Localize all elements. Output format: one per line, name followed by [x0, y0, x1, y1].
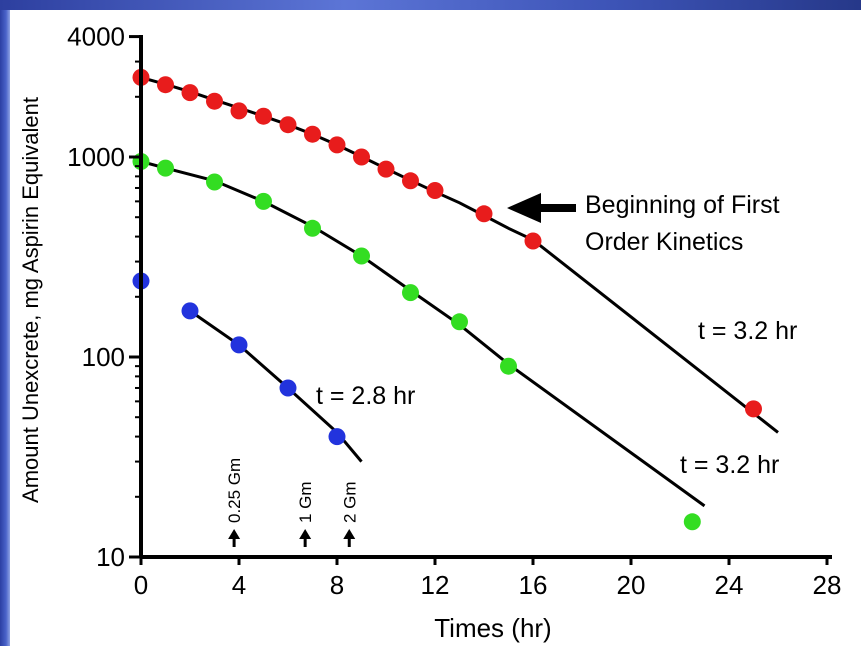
data-point-series-0 [353, 148, 370, 166]
x-tick-label: 4 [232, 570, 246, 600]
x-tick-label: 16 [519, 570, 548, 600]
half-life-blue: t = 2.8 hr [316, 382, 415, 410]
data-point-series-0 [304, 125, 321, 143]
tick-layer: 0 4 8 12 16 20 24 28 10 100 1000 4000 [67, 22, 841, 600]
dose-label: 1 Gm [296, 481, 315, 523]
dose-arrow-head [343, 529, 356, 539]
x-tick-label: 8 [330, 570, 344, 600]
data-point-series-0 [402, 172, 419, 190]
fit-line-series-1 [140, 160, 706, 508]
beginning-annotation: Beginning of First Order Kinetics [507, 191, 780, 256]
half-life-green: t = 3.2 hr [680, 451, 779, 479]
x-tick-label: 20 [617, 570, 646, 600]
data-point-series-1 [157, 159, 174, 177]
y-tick-label: 100 [82, 342, 125, 372]
data-point-series-1 [500, 357, 517, 375]
data-point-series-1 [353, 247, 370, 265]
data-point-series-1 [451, 313, 468, 331]
y-tick-label: 1000 [67, 142, 125, 172]
data-point-series-0 [255, 107, 272, 125]
data-point-series-1 [683, 513, 701, 531]
x-tick-label: 24 [715, 570, 744, 600]
slide-top-band [0, 0, 861, 10]
data-point-series-0 [524, 232, 542, 250]
half-life-red: t = 3.2 hr [698, 317, 797, 345]
data-point-series-1 [402, 284, 419, 302]
slide-panel [10, 10, 861, 646]
dose-label: 0.25 Gm [225, 458, 244, 523]
data-point-series-2 [328, 428, 346, 446]
data-point-series-0 [328, 136, 346, 154]
data-point-series-0 [279, 116, 297, 134]
data-point-series-1 [304, 219, 321, 237]
dose-label: 2 Gm [340, 481, 359, 523]
x-axis-label: Times (hr) [434, 613, 551, 643]
y-tick-label: 10 [96, 542, 125, 572]
x-tick-label: 12 [421, 570, 450, 600]
left-arrow-head [507, 193, 541, 223]
data-point-series-2 [230, 336, 248, 354]
data-point-series-0 [206, 92, 223, 110]
x-tick-label: 0 [134, 570, 148, 600]
annotation-beginning-line-1: Beginning of First [585, 191, 780, 219]
series-layer [132, 68, 779, 531]
data-point-series-1 [206, 173, 223, 191]
data-point-series-0 [181, 84, 199, 102]
y-tick-label: 4000 [67, 22, 125, 52]
dose-layer: 0.25 Gm 1 Gm 2 Gm [225, 458, 359, 547]
data-point-series-0 [377, 160, 395, 178]
data-point-series-0 [157, 76, 174, 94]
data-point-series-2 [279, 379, 297, 397]
dose-arrow-head [299, 529, 312, 539]
data-point-series-0 [230, 102, 248, 120]
data-point-series-2 [181, 302, 199, 320]
annotation-beginning-line-2: Order Kinetics [585, 228, 743, 256]
data-point-series-0 [426, 182, 444, 199]
data-point-series-0 [745, 400, 762, 418]
dose-arrow-head [228, 529, 241, 539]
data-point-series-1 [255, 192, 272, 210]
data-point-series-0 [475, 205, 493, 223]
x-tick-label: 28 [813, 570, 842, 600]
y-axis-label: Amount Unexcrete, mg Aspirin Equivalent [18, 97, 43, 503]
